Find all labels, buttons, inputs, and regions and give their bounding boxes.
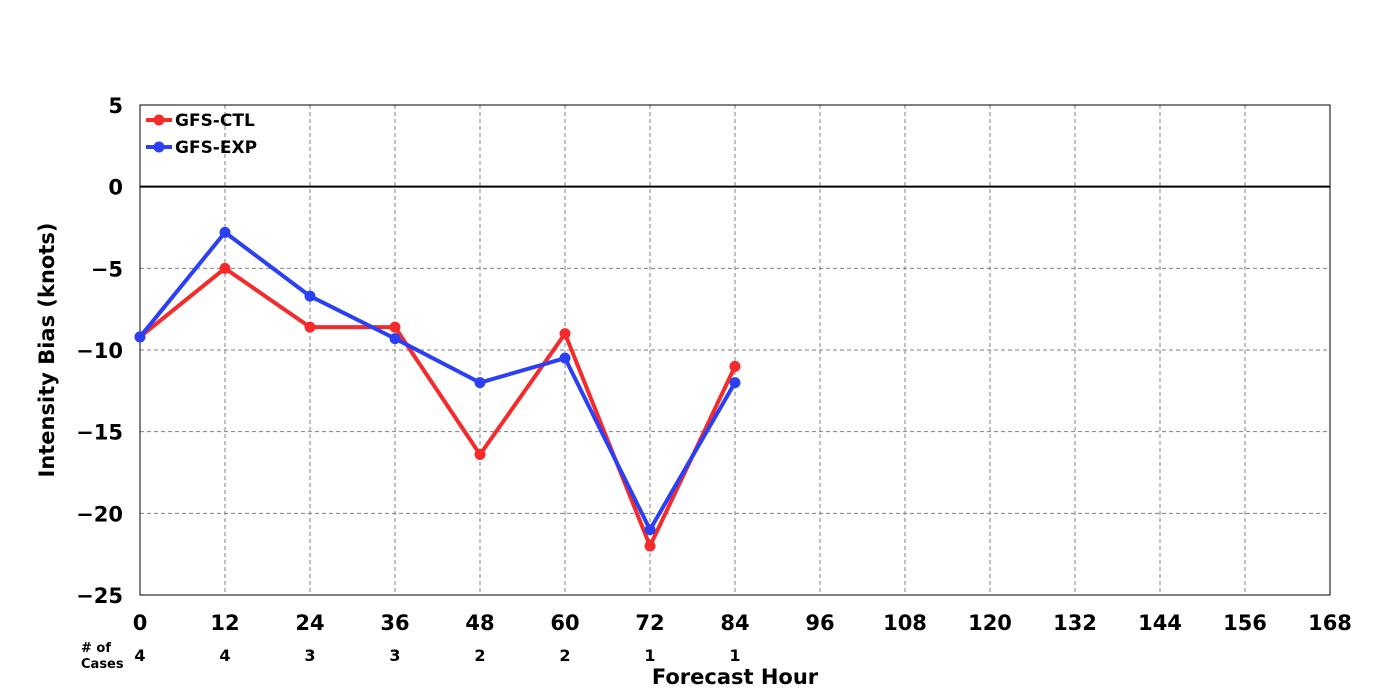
legend-marker-gfs-exp (153, 141, 165, 153)
x-tick-label-84: 84 (720, 611, 749, 635)
legend: GFS-CTL GFS-EXP (146, 111, 257, 158)
legend-marker-gfs-ctl (153, 114, 165, 126)
y-tick-labels: 5 0 −5 −10 −15 −20 −25 (76, 94, 123, 608)
point-gfs-exp-0 (134, 331, 146, 343)
y-tick-label-2: −5 (91, 257, 123, 281)
y-tick-label-1: 0 (108, 176, 123, 200)
cases-title-line1: # of (81, 641, 111, 656)
point-gfs-ctl-36 (389, 321, 401, 333)
point-gfs-exp-72 (644, 524, 656, 536)
x-tick-label-168: 168 (1308, 611, 1352, 635)
series-gfs-ctl (134, 262, 741, 552)
cases-row: 4 4 3 3 2 2 1 1 (134, 646, 740, 665)
point-gfs-ctl-12 (219, 262, 231, 274)
x-tick-label-0: 0 (133, 611, 148, 635)
point-gfs-exp-36 (389, 333, 401, 345)
point-gfs-exp-12 (219, 226, 231, 238)
point-gfs-exp-60 (559, 352, 571, 364)
x-tick-labels: 0 12 24 36 48 60 72 84 96 108 120 132 144 156 168 (133, 611, 1352, 635)
point-gfs-ctl-72 (644, 540, 656, 552)
x-tick-label-72: 72 (635, 611, 664, 635)
point-gfs-ctl-60 (559, 328, 571, 340)
case-count-60: 2 (559, 646, 570, 665)
point-gfs-exp-84 (729, 377, 741, 389)
legend-item-gfs-ctl: GFS-CTL (146, 111, 255, 131)
point-gfs-ctl-48 (474, 449, 486, 461)
series-gfs-exp (134, 226, 741, 536)
legend-item-gfs-exp: GFS-EXP (146, 138, 257, 158)
y-tick-label-5: −20 (76, 502, 123, 526)
series-line-gfs-ctl (138, 266, 737, 548)
legend-label-gfs-exp: GFS-EXP (175, 138, 257, 158)
y-tick-label-4: −15 (76, 421, 123, 445)
case-count-72: 1 (644, 646, 655, 665)
y-tick-label-6: −25 (76, 584, 123, 608)
y-tick-label-0: 5 (108, 94, 123, 118)
x-tick-label-156: 156 (1223, 611, 1267, 635)
x-tick-label-96: 96 (805, 611, 834, 635)
y-axis-title: Intensity Bias (knots) (35, 223, 59, 478)
case-count-12: 4 (219, 646, 230, 665)
case-count-84: 1 (729, 646, 740, 665)
point-gfs-ctl-84 (729, 360, 741, 372)
x-tick-label-132: 132 (1053, 611, 1097, 635)
legend-label-gfs-ctl: GFS-CTL (175, 111, 255, 131)
plot-frame (139, 104, 1331, 596)
x-tick-label-48: 48 (465, 611, 494, 635)
case-count-36: 3 (389, 646, 400, 665)
cases-title-line2: Cases (81, 657, 124, 672)
x-axis-title: Forecast Hour (652, 665, 819, 689)
x-tick-label-108: 108 (883, 611, 927, 635)
x-tick-label-12: 12 (210, 611, 239, 635)
case-count-0: 4 (134, 646, 145, 665)
x-tick-label-60: 60 (550, 611, 579, 635)
x-tick-label-120: 120 (968, 611, 1012, 635)
x-tick-label-36: 36 (380, 611, 409, 635)
series-line-gfs-exp (138, 230, 737, 532)
grid-lines (140, 105, 1330, 595)
x-tick-label-144: 144 (1138, 611, 1182, 635)
y-tick-label-3: −10 (76, 339, 123, 363)
point-gfs-exp-48 (474, 377, 486, 389)
x-tick-label-24: 24 (295, 611, 324, 635)
series-layer (134, 226, 741, 552)
point-gfs-ctl-24 (304, 321, 316, 333)
case-count-24: 3 (304, 646, 315, 665)
point-gfs-exp-24 (304, 290, 316, 302)
case-count-48: 2 (474, 646, 485, 665)
